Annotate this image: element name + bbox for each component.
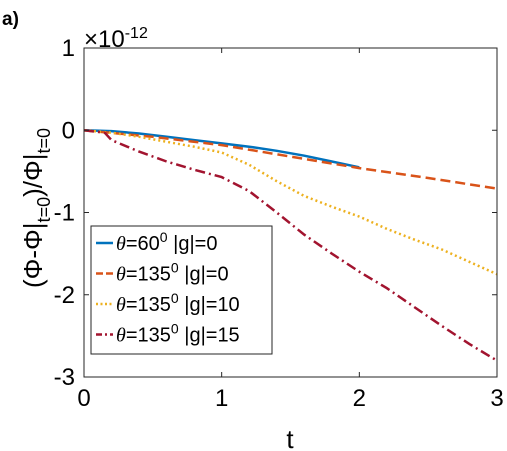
series-line-1 — [83, 129, 360, 169]
x-tick-label: 0 — [77, 385, 90, 412]
panel-label: a) — [2, 9, 19, 30]
legend-label-3: θ=1350 |g|=10 — [116, 290, 240, 316]
y-axis-label: (Φ-Φ|t=0)/Φ|t=0 — [18, 128, 54, 288]
legend-label-2: θ=1350 |g|=0 — [116, 260, 229, 286]
legend-label-1: θ=600 |g|=0 — [116, 229, 217, 255]
y-exponent-power: -12 — [125, 25, 148, 42]
x-tick-label: 1 — [215, 385, 228, 412]
series-line-2 — [83, 129, 498, 190]
legend: θ=600 |g|=0 θ=1350 |g|=0 θ=1350 |g|=10 θ=13… — [90, 225, 273, 355]
axes: 0 1 2 3 -3 -2 -1 0 1 — [54, 35, 504, 412]
y-tick-label: -2 — [54, 282, 75, 309]
y-label-mid: )/Φ| — [18, 154, 48, 197]
y-tick-label: -3 — [54, 364, 75, 391]
x-axis-label: t — [286, 424, 294, 451]
y-label-sub2: t=0 — [34, 128, 54, 154]
y-label-open: (Φ-Φ| — [18, 222, 48, 288]
y-tick-label: 0 — [62, 117, 75, 144]
y-label-sub1: t=0 — [34, 197, 54, 223]
legend-label-4: θ=1350 |g|=15 — [116, 321, 240, 347]
legend-box — [90, 225, 273, 355]
y-tick-label: 1 — [62, 35, 75, 62]
x-tick-label: 3 — [490, 385, 503, 412]
series-line-3 — [83, 129, 498, 276]
x-tick-label: 2 — [353, 385, 366, 412]
y-tick-label: -1 — [54, 200, 75, 227]
